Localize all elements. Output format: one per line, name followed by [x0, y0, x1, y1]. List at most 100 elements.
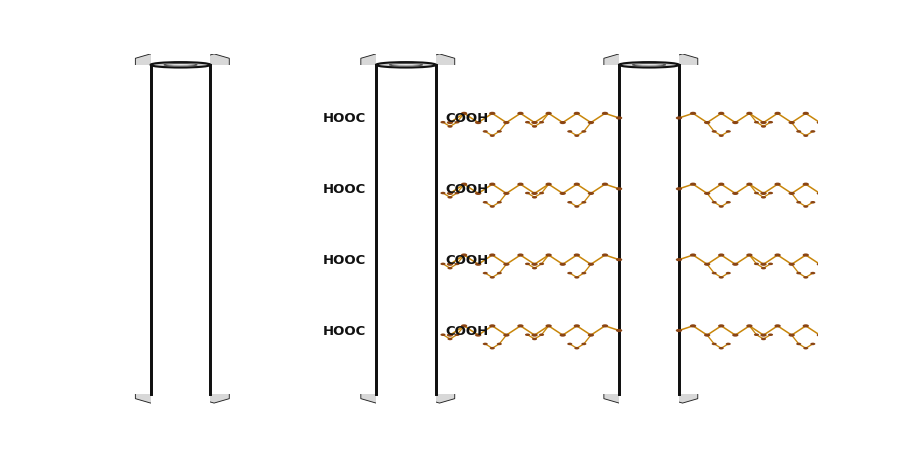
Polygon shape: [604, 110, 634, 128]
Circle shape: [712, 131, 716, 134]
Polygon shape: [425, 358, 454, 375]
Circle shape: [788, 122, 794, 125]
Polygon shape: [620, 262, 650, 279]
Polygon shape: [635, 275, 666, 293]
Circle shape: [810, 131, 815, 134]
Polygon shape: [393, 137, 423, 155]
Circle shape: [754, 192, 759, 195]
Polygon shape: [183, 372, 214, 389]
Polygon shape: [199, 55, 229, 73]
Bar: [619, 66, 624, 394]
Circle shape: [574, 347, 579, 350]
Polygon shape: [376, 234, 407, 252]
Polygon shape: [376, 317, 407, 334]
Polygon shape: [393, 55, 423, 73]
Circle shape: [539, 263, 544, 266]
Circle shape: [483, 272, 488, 275]
Bar: [202, 66, 211, 394]
Circle shape: [712, 343, 716, 346]
Circle shape: [545, 325, 552, 328]
Circle shape: [788, 192, 794, 196]
Circle shape: [804, 135, 808, 138]
Circle shape: [616, 258, 623, 262]
Circle shape: [853, 192, 857, 195]
Polygon shape: [376, 262, 407, 279]
Circle shape: [803, 325, 809, 328]
Polygon shape: [361, 220, 391, 238]
Text: COOH: COOH: [445, 183, 489, 196]
Bar: [151, 66, 154, 394]
Polygon shape: [376, 344, 407, 362]
Circle shape: [560, 334, 566, 337]
Circle shape: [675, 117, 682, 120]
Polygon shape: [667, 165, 698, 183]
Circle shape: [838, 263, 844, 266]
Circle shape: [574, 325, 580, 328]
Bar: [679, 66, 818, 394]
Polygon shape: [425, 110, 454, 128]
Bar: [151, 66, 160, 394]
Bar: [205, 66, 211, 394]
Polygon shape: [151, 96, 182, 114]
Polygon shape: [604, 386, 634, 403]
Polygon shape: [667, 220, 698, 238]
Circle shape: [574, 183, 580, 186]
Polygon shape: [604, 303, 634, 320]
Polygon shape: [167, 386, 197, 403]
Polygon shape: [151, 68, 182, 86]
Circle shape: [831, 254, 837, 257]
Polygon shape: [604, 137, 634, 155]
Polygon shape: [408, 262, 439, 279]
Polygon shape: [135, 358, 165, 375]
Polygon shape: [604, 358, 634, 375]
Polygon shape: [620, 207, 650, 224]
Circle shape: [582, 343, 586, 346]
Circle shape: [490, 276, 494, 279]
Bar: [376, 66, 385, 394]
Polygon shape: [652, 234, 682, 252]
Circle shape: [732, 263, 738, 266]
Polygon shape: [393, 386, 423, 403]
Circle shape: [845, 267, 851, 270]
Circle shape: [760, 192, 766, 196]
Polygon shape: [183, 123, 214, 141]
Polygon shape: [135, 330, 165, 348]
Circle shape: [567, 202, 573, 204]
Circle shape: [489, 183, 495, 186]
Circle shape: [574, 206, 579, 208]
Polygon shape: [635, 82, 666, 100]
Circle shape: [532, 192, 538, 196]
Polygon shape: [620, 68, 650, 86]
Polygon shape: [199, 137, 229, 155]
Polygon shape: [408, 289, 439, 307]
Polygon shape: [183, 344, 214, 362]
Circle shape: [602, 183, 608, 186]
Circle shape: [718, 183, 724, 186]
Bar: [434, 66, 436, 394]
Circle shape: [796, 131, 801, 134]
Polygon shape: [620, 96, 650, 114]
Polygon shape: [620, 372, 650, 389]
Circle shape: [461, 254, 467, 257]
Bar: [619, 66, 679, 394]
Polygon shape: [652, 372, 682, 389]
Bar: [204, 66, 211, 394]
Bar: [208, 66, 211, 394]
Polygon shape: [393, 358, 423, 375]
Polygon shape: [425, 275, 454, 293]
Bar: [114, 66, 619, 394]
Circle shape: [844, 192, 851, 196]
Polygon shape: [425, 386, 454, 403]
Polygon shape: [135, 82, 165, 100]
Circle shape: [774, 325, 781, 328]
Polygon shape: [151, 317, 182, 334]
Circle shape: [517, 254, 524, 257]
Circle shape: [532, 122, 538, 125]
Circle shape: [532, 263, 538, 266]
Polygon shape: [151, 289, 182, 307]
Circle shape: [574, 254, 580, 257]
Polygon shape: [620, 344, 650, 362]
Polygon shape: [151, 207, 182, 224]
Polygon shape: [183, 151, 214, 169]
Bar: [376, 0, 436, 66]
